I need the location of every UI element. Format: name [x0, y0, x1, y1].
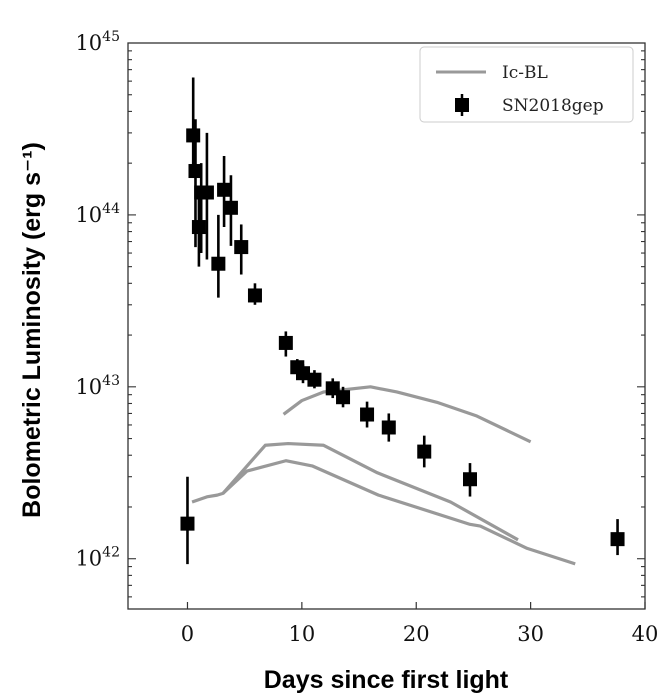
point-marker [278, 335, 293, 350]
legend-label-model: Ic-BL [502, 63, 548, 83]
model-curve-3 [221, 459, 576, 566]
x-tick-label: 20 [403, 622, 430, 646]
axis-ticks: 0 10 20 30 40 1042 1043 1044 1045 [75, 29, 658, 646]
data-point [180, 476, 195, 565]
data-point [234, 224, 249, 275]
point-marker [217, 182, 232, 197]
x-axis-label: Days since first light [264, 666, 509, 694]
legend-box [419, 46, 634, 123]
point-marker [223, 200, 238, 215]
point-marker [191, 220, 206, 235]
data-point [191, 189, 206, 267]
point-marker [188, 164, 203, 179]
data-point [610, 519, 625, 556]
point-marker [296, 366, 311, 381]
data-point [223, 175, 238, 246]
data-point [296, 364, 311, 384]
point-marker [180, 516, 195, 531]
data-points [180, 77, 625, 565]
point-marker [211, 256, 226, 271]
data-point [278, 331, 293, 357]
point-marker [247, 288, 262, 303]
y-tick-label: 1045 [75, 29, 120, 55]
y-tick-label: 1042 [75, 545, 120, 571]
data-point [462, 463, 477, 497]
data-point [307, 370, 322, 389]
x-tick-label: 30 [517, 622, 544, 646]
data-point [381, 413, 396, 442]
point-marker [307, 372, 322, 387]
x-tick-label: 0 [181, 622, 194, 646]
model-curve-2 [191, 441, 519, 542]
point-marker [360, 407, 375, 422]
data-point [199, 132, 214, 260]
y-tick-label: 1043 [75, 373, 120, 399]
x-tick-label: 40 [632, 622, 659, 646]
point-marker [336, 390, 351, 405]
model-curve-1 [282, 385, 532, 444]
y-axis-label: Bolometric Luminosity (erg s⁻¹) [18, 142, 46, 518]
data-point [211, 214, 226, 298]
data-point [417, 435, 432, 468]
data-point [360, 401, 375, 428]
point-marker [417, 444, 432, 459]
point-marker [234, 240, 249, 255]
point-marker [199, 185, 214, 200]
point-marker [610, 532, 625, 547]
legend: Ic-BL SN2018gep [419, 46, 634, 123]
model-curves [191, 385, 576, 566]
data-point [247, 283, 262, 305]
x-tick-label: 10 [288, 622, 315, 646]
legend-marker-swatch [455, 98, 469, 112]
point-marker [462, 472, 477, 487]
data-point [186, 77, 201, 176]
y-tick-label: 1044 [75, 201, 120, 227]
point-marker [381, 420, 396, 435]
plot-frame [127, 42, 646, 610]
legend-label-data: SN2018gep [502, 96, 604, 116]
data-point [336, 386, 351, 408]
data-point [217, 156, 232, 228]
point-marker [186, 128, 201, 143]
